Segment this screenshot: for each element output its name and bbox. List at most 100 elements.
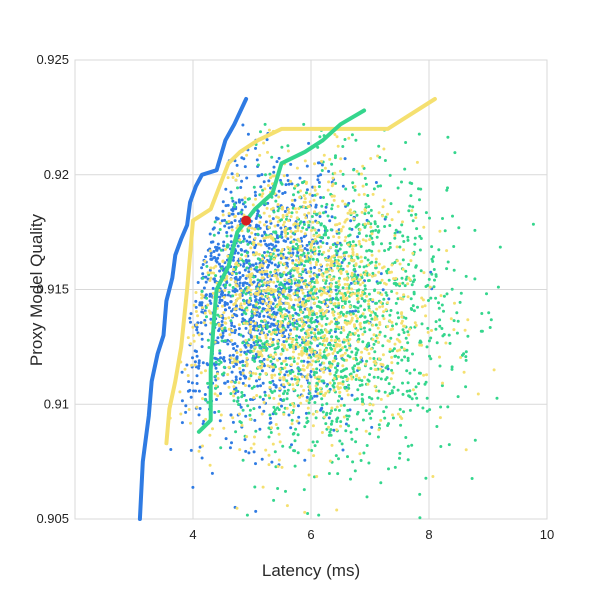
scatter-point	[428, 285, 432, 289]
scatter-point	[276, 358, 280, 362]
scatter-point	[345, 414, 349, 418]
scatter-point	[459, 356, 463, 359]
scatter-point	[317, 181, 321, 184]
scatter-point	[368, 356, 372, 360]
scatter-point	[214, 264, 218, 268]
scatter-point	[373, 312, 377, 315]
scatter-point	[355, 294, 359, 298]
scatter-point	[363, 347, 367, 351]
scatter-point	[370, 409, 374, 413]
scatter-point	[409, 194, 413, 198]
scatter-point	[214, 374, 218, 378]
scatter-point	[197, 413, 201, 417]
scatter-point	[214, 357, 218, 361]
scatter-point	[292, 449, 296, 453]
scatter-point	[260, 412, 264, 416]
scatter-point	[296, 366, 300, 370]
scatter-point	[374, 339, 378, 343]
y-tick-label: 0.925	[36, 52, 69, 67]
scatter-point	[229, 300, 233, 304]
scatter-point	[290, 340, 294, 344]
scatter-point	[253, 345, 257, 349]
scatter-point	[404, 277, 408, 281]
scatter-point	[339, 331, 343, 335]
scatter-point	[203, 393, 207, 396]
scatter-point	[236, 297, 240, 301]
scatter-point	[336, 374, 340, 378]
scatter-point	[285, 363, 289, 367]
scatter-point	[349, 293, 353, 297]
scatter-point	[329, 297, 333, 301]
scatter-point	[346, 408, 350, 412]
scatter-point	[240, 308, 244, 312]
scatter-point	[326, 389, 330, 393]
scatter-point	[331, 182, 335, 186]
scatter-point	[277, 156, 281, 160]
scatter-point	[403, 167, 407, 171]
scatter-point	[200, 293, 203, 297]
scatter-point	[282, 239, 286, 243]
scatter-point	[388, 350, 392, 353]
scatter-point	[297, 313, 301, 317]
scatter-point	[256, 212, 260, 216]
scatter-point	[304, 216, 308, 220]
scatter-point	[318, 351, 322, 355]
scatter-point	[335, 417, 339, 421]
scatter-point	[317, 269, 321, 272]
scatter-point	[391, 324, 394, 328]
scatter-point	[314, 354, 318, 358]
scatter-point	[224, 321, 228, 325]
scatter-point	[227, 385, 231, 389]
scatter-point	[306, 294, 310, 297]
scatter-point	[343, 239, 347, 243]
scatter-point	[276, 268, 280, 272]
scatter-point	[382, 317, 386, 321]
scatter-point	[249, 320, 253, 324]
scatter-point	[209, 257, 213, 261]
scatter-point	[285, 406, 289, 410]
scatter-point	[209, 276, 213, 280]
scatter-point	[277, 287, 280, 291]
scatter-point	[258, 305, 261, 309]
scatter-point	[334, 335, 338, 339]
scatter-point	[338, 247, 342, 251]
scatter-point	[329, 259, 333, 263]
scatter-point	[238, 257, 242, 261]
scatter-point	[363, 273, 367, 276]
scatter-point	[430, 245, 434, 249]
scatter-point	[266, 294, 270, 298]
scatter-point	[287, 310, 291, 314]
scatter-point	[404, 316, 408, 320]
scatter-point	[398, 282, 402, 286]
scatter-point	[374, 362, 378, 366]
scatter-point	[429, 296, 433, 300]
scatter-point	[266, 325, 269, 329]
scatter-point	[259, 319, 263, 323]
scatter-point	[447, 333, 451, 337]
scatter-point	[430, 272, 434, 276]
scatter-point	[230, 314, 234, 318]
scatter-point	[311, 440, 315, 444]
scatter-point	[421, 406, 425, 410]
scatter-point	[446, 260, 450, 264]
scatter-point	[249, 246, 253, 250]
scatter-point	[324, 422, 328, 426]
scatter-point	[223, 224, 227, 228]
scatter-point	[228, 283, 232, 287]
scatter-point	[348, 209, 352, 213]
scatter-point	[282, 376, 286, 380]
scatter-point	[254, 194, 257, 197]
scatter-point	[234, 293, 238, 297]
scatter-point	[251, 263, 255, 267]
scatter-point	[217, 410, 221, 413]
scatter-point	[363, 308, 366, 312]
scatter-point	[390, 320, 394, 324]
scatter-point	[350, 350, 354, 354]
scatter-point	[462, 370, 466, 374]
scatter-point	[309, 375, 313, 379]
scatter-point	[244, 338, 248, 342]
scatter-point	[333, 216, 337, 220]
scatter-point	[230, 228, 234, 232]
scatter-point	[231, 353, 235, 357]
scatter-point	[417, 132, 421, 136]
